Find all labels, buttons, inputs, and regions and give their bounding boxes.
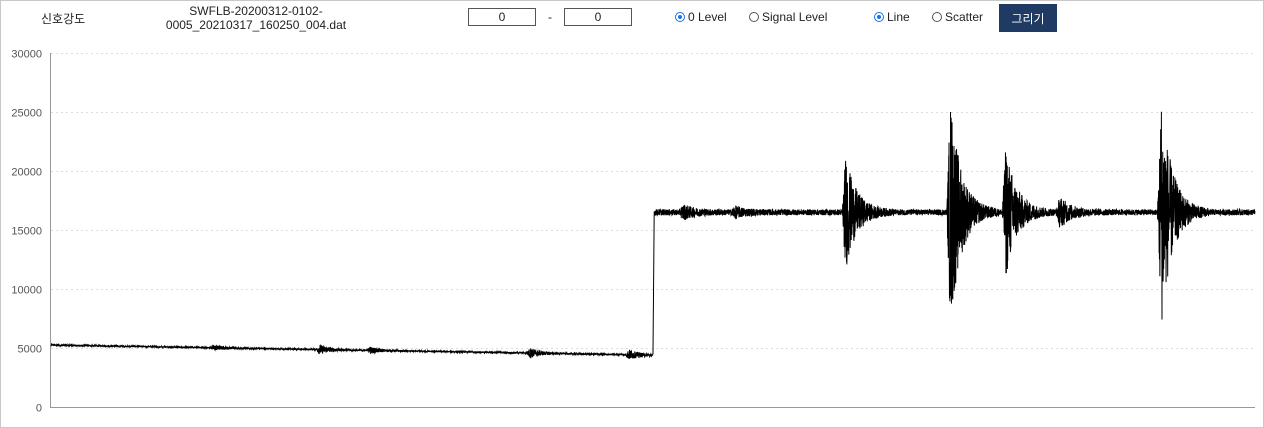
range-from-input[interactable] [468, 8, 536, 26]
radio-signal-level-indicator[interactable] [749, 12, 759, 22]
radio-zero-level-indicator[interactable] [675, 12, 685, 22]
signal-strength-label: 신호강도 [41, 12, 86, 26]
y-tick-label: 20000 [11, 167, 42, 179]
radio-line-label: Line [887, 10, 910, 24]
radio-signal-level-label: Signal Level [762, 10, 828, 24]
y-tick-label: 25000 [11, 108, 42, 120]
range-separator: - [548, 10, 552, 24]
draw-button[interactable]: 그리기 [999, 4, 1057, 32]
radio-scatter-indicator[interactable] [932, 12, 942, 22]
y-axis-ticks: 0 5000 10000 15000 20000 25000 30000 [11, 49, 42, 415]
filename-label: SWFLB-20200312-0102- 0005_20210317_16025… [151, 4, 361, 32]
radio-line[interactable]: Line [874, 10, 910, 24]
y-tick-label: 10000 [11, 285, 42, 297]
range-to-input[interactable] [564, 8, 632, 26]
y-tick-label: 0 [36, 403, 42, 415]
radio-scatter-label: Scatter [945, 10, 984, 24]
y-tick-label: 5000 [18, 344, 42, 356]
y-tick-label: 30000 [11, 49, 42, 61]
signal-chart: 0 5000 10000 15000 20000 25000 30000 [11, 49, 1256, 415]
radio-signal-level[interactable]: Signal Level [749, 10, 827, 24]
radio-zero-level-label: 0 Level [688, 10, 727, 24]
radio-scatter[interactable]: Scatter [932, 10, 983, 24]
filename-line-2: 0005_20210317_160250_004.dat [165, 18, 347, 32]
toolbar: 신호강도 SWFLB-20200312-0102- 0005_20210317_… [1, 1, 1263, 37]
radio-zero-level[interactable]: 0 Level [675, 10, 727, 24]
y-tick-label: 15000 [11, 226, 42, 238]
radio-line-indicator[interactable] [874, 12, 884, 22]
filename-line-1: SWFLB-20200312-0102- [189, 4, 323, 18]
signal-line [50, 111, 1256, 360]
